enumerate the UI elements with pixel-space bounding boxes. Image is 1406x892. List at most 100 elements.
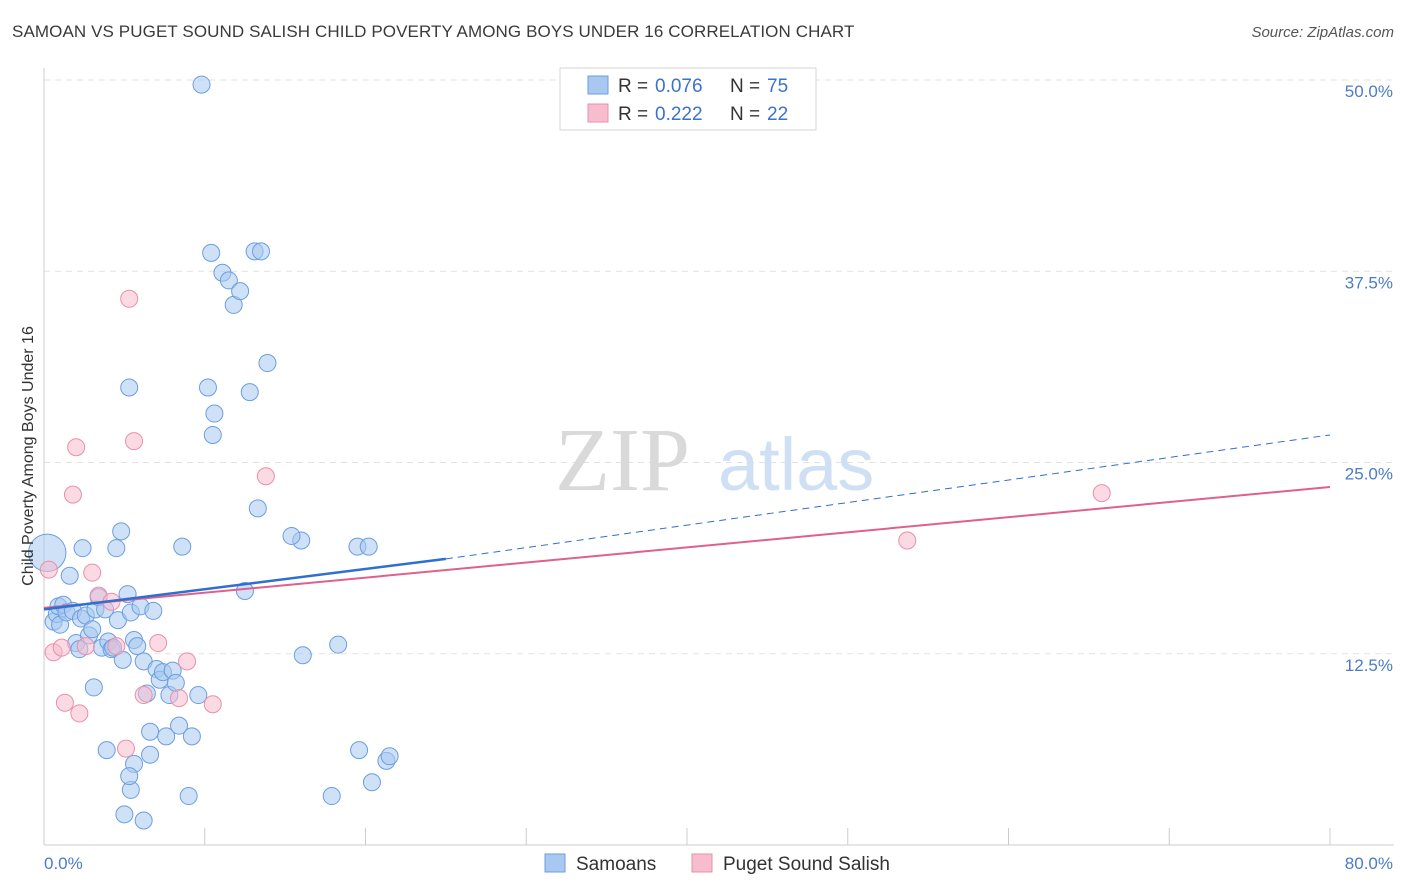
legend-n-value-2: 22 [767,104,788,125]
samoans-point [202,243,221,262]
samoans-point [235,582,254,601]
samoans-point [240,383,259,402]
samoans-point [219,271,238,290]
salish-point [134,686,153,705]
samoans-point [258,354,277,373]
samoans-point [141,722,160,741]
samoans-point [107,539,126,558]
y-axis-label: Child Poverty Among Boys Under 16 [20,326,37,586]
legend-swatch-blue [587,75,609,95]
y-tick-label: 25.0% [1345,465,1393,484]
salish-point [125,432,144,451]
x-tick-label-max: 80.0% [1345,854,1393,873]
samoans-point [205,404,224,423]
y-tick-label: 37.5% [1345,273,1393,292]
salish-point [107,637,126,656]
legend-n-value-1: 75 [767,76,788,97]
trend-lines [43,434,1331,611]
salish-point [256,467,275,486]
salish-point [178,652,197,671]
legend-r-value-1: 0.076 [655,76,703,97]
samoans-point [60,566,79,585]
samoans-point [380,747,399,766]
samoans-point [252,242,271,261]
samoans-point [173,537,192,556]
samoans-point [73,539,92,558]
watermark-zip: ZIP [555,411,690,510]
salish-point [120,289,139,308]
samoans-point [231,282,250,301]
watermark-atlas: atlas [718,423,874,506]
salish-point [116,739,135,758]
samoans-point [157,727,176,746]
samoans-point [128,637,147,656]
legend-swatch-pink [587,103,609,123]
salish-point [203,695,222,714]
legend-label-samoans: Samoans [576,854,656,875]
samoans-point [329,635,348,654]
legend-n-label-1: N = [730,76,760,97]
samoans-point [362,773,381,792]
series-legend: Samoans Puget Sound Salish [544,853,890,875]
samoans-point [144,601,163,620]
salish-point [52,638,71,657]
samoans-point [120,767,139,786]
samoans-point [182,727,201,746]
chart-title: SAMOAN VS PUGET SOUND SALISH CHILD POVER… [12,22,855,41]
samoans-point [141,745,160,764]
samoans-point [350,741,369,760]
samoans-point [115,805,134,824]
samoans-trend-extension [445,434,1331,560]
salish-point [63,485,82,504]
samoans-points [28,75,399,830]
salish-point [67,438,86,457]
salish-point [55,693,74,712]
salish-point [83,563,102,582]
samoans-point [120,378,139,397]
samoans-point [189,686,208,705]
samoans-point [134,811,153,830]
samoans-point [293,646,312,665]
legend-r-label-2: R = [618,104,648,125]
samoans-point [83,620,102,639]
gridlines [44,79,1394,655]
legend-n-label-2: N = [730,104,760,125]
salish-point [898,531,917,550]
samoans-point [359,537,378,556]
source-credit: Source: ZipAtlas.com [1251,24,1394,41]
salish-point [70,704,89,723]
samoans-point [112,522,131,541]
samoans-point [179,787,198,806]
samoans-point [192,75,211,94]
correlation-legend: R = 0.076 N = 75 R = 0.222 N = 22 [559,67,817,131]
salish-point [170,689,189,708]
legend-swatch-salish [691,853,713,873]
salish-point [76,637,95,656]
salish-point [39,560,58,579]
legend-label-salish: Puget Sound Salish [723,854,890,875]
x-axis-ticks [43,828,1331,845]
legend-swatch-samoans [544,853,566,873]
samoans-point [97,741,116,760]
samoans-point [248,499,267,518]
legend-r-value-2: 0.222 [655,104,703,125]
salish-point [1092,484,1111,503]
samoans-point [282,526,301,545]
watermark: ZIP atlas [555,411,874,510]
y-tick-labels: 12.5% 25.0% 37.5% 50.0% [1345,82,1393,675]
samoans-point [166,673,185,692]
samoans-point [84,678,103,697]
samoans-point [322,787,341,806]
samoans-trend-line [43,557,447,611]
y-tick-label: 50.0% [1345,82,1393,101]
y-tick-label: 12.5% [1345,656,1393,675]
x-tick-label-min: 0.0% [44,854,83,873]
salish-trend-line [43,485,1331,609]
samoans-point [198,378,217,397]
salish-points [39,289,1111,758]
samoans-point [203,425,222,444]
samoans-point [170,716,189,735]
legend-r-label-1: R = [618,76,648,97]
salish-point [149,634,168,653]
